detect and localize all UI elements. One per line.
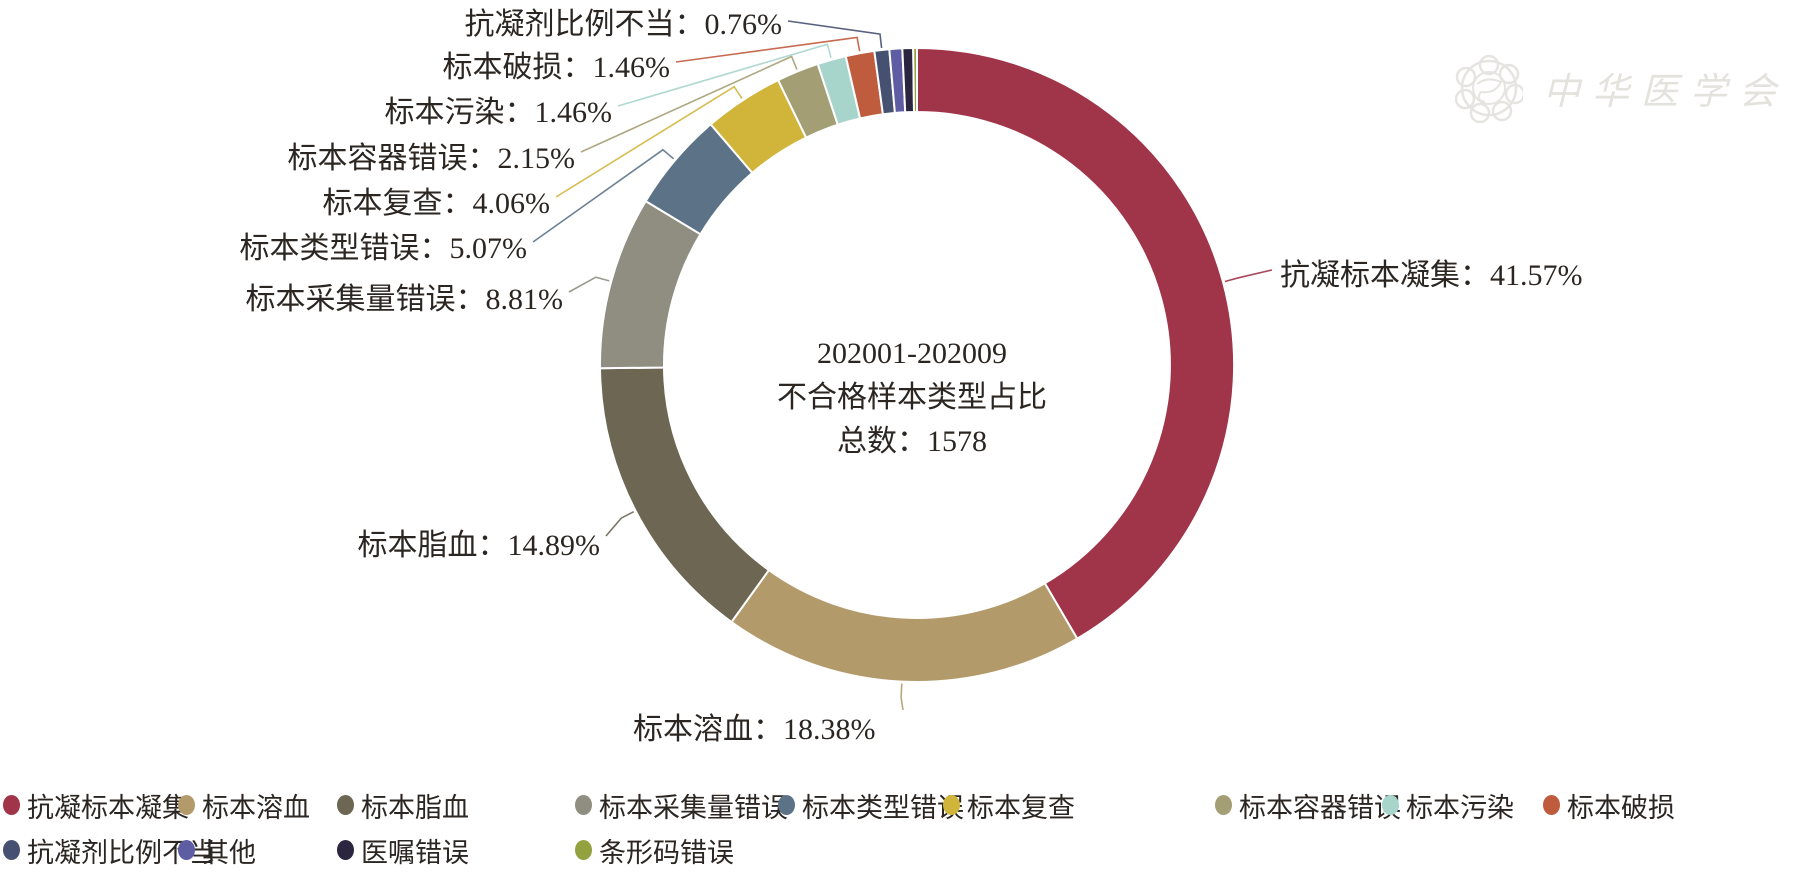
center-title-text: 不合格样本类型占比: [777, 381, 1047, 414]
leader-line-8: [675, 36, 861, 63]
leader-line-5: [555, 85, 743, 198]
callout-label-9: 抗凝剂比例不当：0.76%: [464, 8, 783, 41]
callout-label-0: 抗凝标本凝集：41.57%: [1280, 259, 1583, 292]
leader-line-2: [605, 510, 635, 537]
leader-line-0: [1224, 269, 1273, 283]
donut-segment-1: 标本溶血: [730, 568, 1079, 683]
callout-label-5: 标本复查：4.06%: [322, 187, 551, 220]
center-total-text: 总数：1578: [837, 425, 987, 458]
callout-label-6: 标本容器错误：2.15%: [287, 142, 576, 175]
callout-label-8: 标本破损：1.46%: [442, 51, 671, 84]
donut-segment-0: 抗凝标本凝集: [916, 46, 1236, 640]
leader-line-7: [617, 43, 832, 107]
leader-line-6: [580, 55, 798, 153]
callout-label-1: 标本溶血：18.38%: [633, 713, 876, 746]
donut-segment-11: 医嘱错误: [901, 46, 916, 114]
leader-line-4: [532, 148, 675, 243]
callout-label-4: 标本类型错误：5.07%: [239, 232, 528, 265]
callout-label-3: 标本采集量错误：8.81%: [245, 283, 564, 316]
callout-label-7: 标本污染：1.46%: [384, 96, 613, 129]
center-period-text: 202001-202009: [817, 337, 1007, 370]
chart-center-text: 202001-202009 不合格样本类型占比 总数：1578: [662, 332, 1162, 464]
leader-line-3: [568, 276, 610, 293]
donut-segment-12: 条形码错误: [912, 46, 918, 114]
leader-line-9: [787, 20, 883, 49]
callout-label-2: 标本脂血：14.89%: [357, 529, 601, 562]
leader-line-1: [900, 683, 904, 711]
